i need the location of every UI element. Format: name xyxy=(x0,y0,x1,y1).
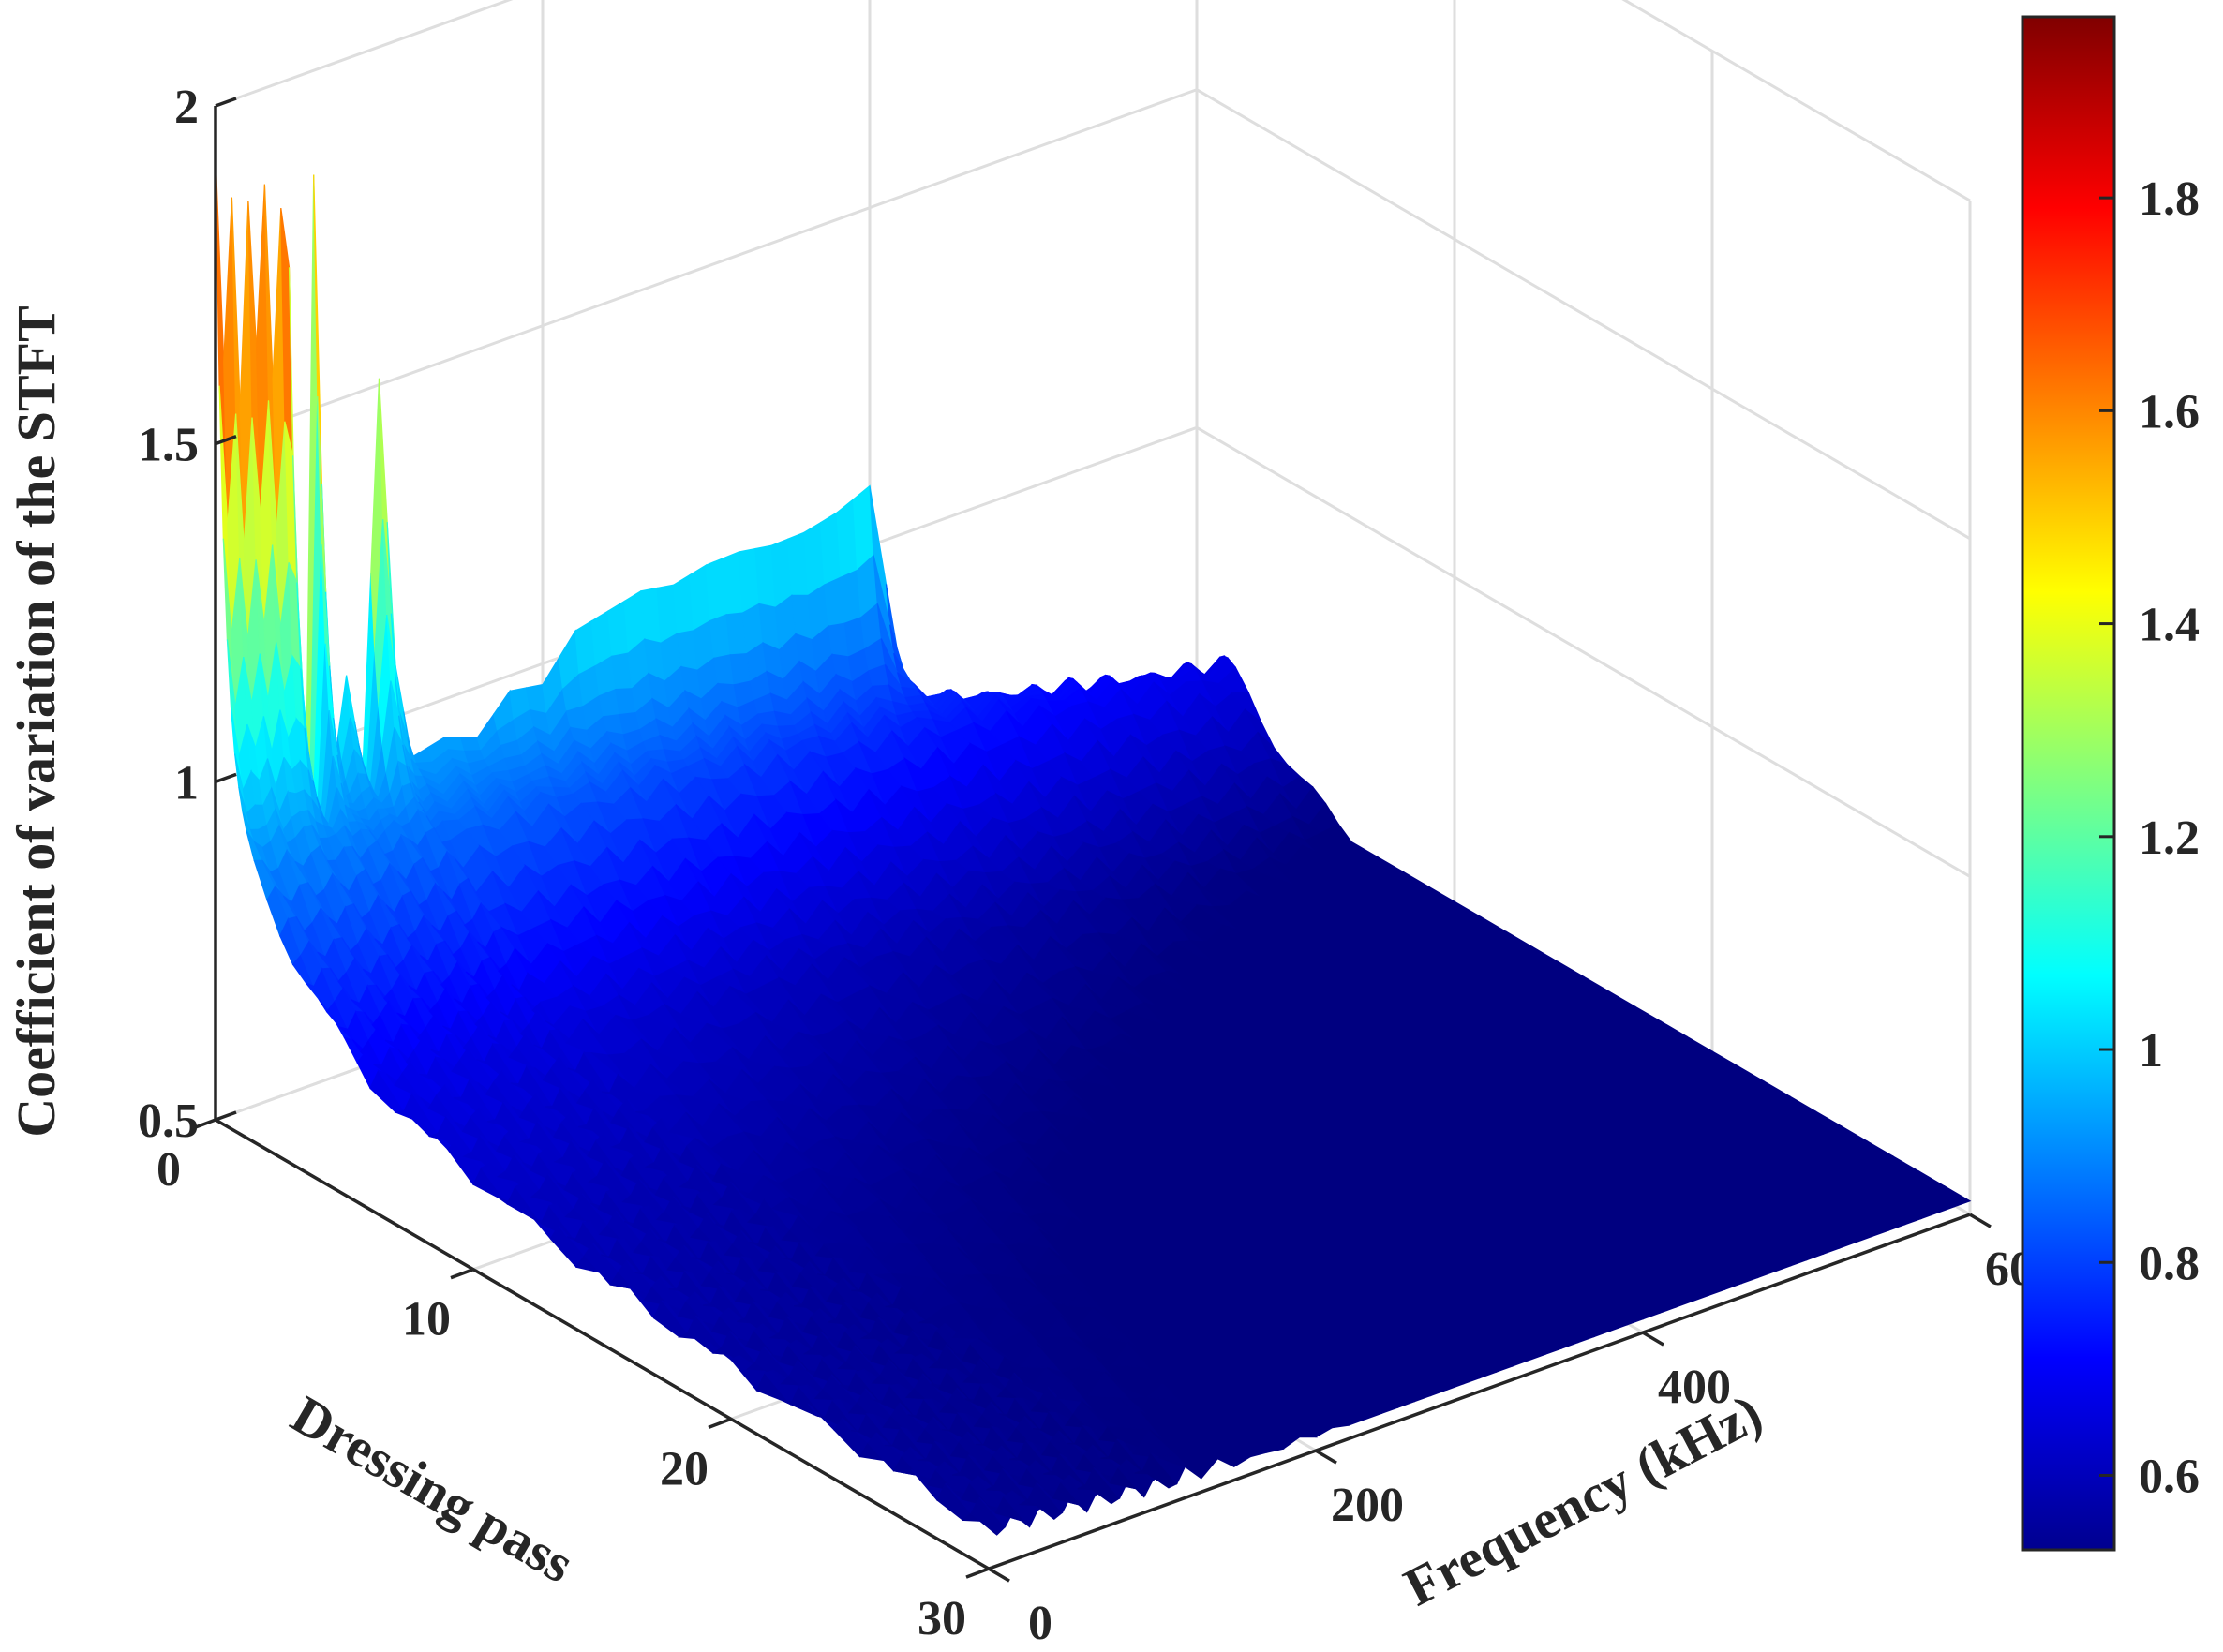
z-tick-label: 1.5 xyxy=(138,419,199,472)
colorbar-tick-label: 0.6 xyxy=(2139,1450,2200,1503)
dressing-pass-tick-mark xyxy=(965,1567,990,1579)
frequency-tick-label: 200 xyxy=(1331,1479,1404,1532)
frequency-tick-label: 400 xyxy=(1658,1361,1731,1414)
z-tick-mark xyxy=(215,435,237,446)
z-tick-mark xyxy=(215,772,237,783)
frequency-axis-line xyxy=(988,1213,1971,1570)
frequency-tick-mark xyxy=(1642,1331,1664,1347)
data-surface xyxy=(215,153,1972,1536)
dressing-pass-tick-label: 30 xyxy=(918,1592,966,1645)
z-tick-label: 2 xyxy=(174,81,199,134)
dressing-pass-tick-label: 0 xyxy=(157,1143,181,1197)
colorbar-tick-label: 1.8 xyxy=(2139,172,2200,226)
colorbar-tick-label: 0.8 xyxy=(2139,1237,2200,1290)
z-axis-ticks: 0.5 1 1.5 2 xyxy=(138,81,237,1148)
dressing-pass-tick-label: 10 xyxy=(402,1293,451,1347)
frequency-axis-ticks: 0200400600 xyxy=(988,1213,2058,1650)
colorbar-tick-label: 1 xyxy=(2139,1024,2163,1078)
z-tick-label: 0.5 xyxy=(138,1094,199,1148)
axes-lines xyxy=(214,106,1971,1570)
z-tick-label: 1 xyxy=(174,756,199,810)
frequency-tick-label: 0 xyxy=(1028,1597,1052,1650)
dressing-pass-tick-mark xyxy=(450,1268,474,1280)
dressing-pass-tick-mark xyxy=(708,1417,732,1430)
dressing-pass-tick-mark xyxy=(192,1118,216,1130)
back-wall-right xyxy=(1197,0,1970,1215)
frequency-tick-mark xyxy=(988,1567,1010,1583)
colorbar-tick-label: 1.4 xyxy=(2139,599,2200,652)
colorbar-tick-label: 1.6 xyxy=(2139,385,2200,439)
dressing-pass-axis-ticks: 0 10 20 30 xyxy=(157,1118,990,1645)
grid-z-right xyxy=(1196,88,1971,541)
z-tick-mark xyxy=(215,1110,237,1122)
frequency-tick-mark xyxy=(1969,1213,1992,1228)
frequency-axis-label: Frequency (kHz) xyxy=(1395,1382,1771,1617)
colorbar-tick-label: 1.2 xyxy=(2139,811,2200,865)
dressing-pass-tick-label: 20 xyxy=(660,1442,709,1496)
dressing-pass-axis-line xyxy=(215,1118,990,1570)
z-axis-label: Coefficient of variation of the STFT xyxy=(6,305,67,1138)
frequency-tick-mark xyxy=(1315,1449,1337,1465)
z-tick-mark xyxy=(215,97,237,108)
grid-z-right xyxy=(1621,0,1971,202)
colorbar: 0.6 0.8 1 1.2 1.4 1.6 1.8 xyxy=(2021,15,2200,1552)
dressing-pass-axis-label: Dressing pass xyxy=(281,1384,584,1595)
colorbar-gradient xyxy=(2021,15,2116,1552)
surface-patch xyxy=(1926,1185,1972,1208)
grid-z-left xyxy=(215,0,514,108)
grid-z-right xyxy=(1196,426,1971,878)
colorbar-ticks: 0.6 0.8 1 1.2 1.4 1.6 1.8 xyxy=(2099,172,2200,1503)
